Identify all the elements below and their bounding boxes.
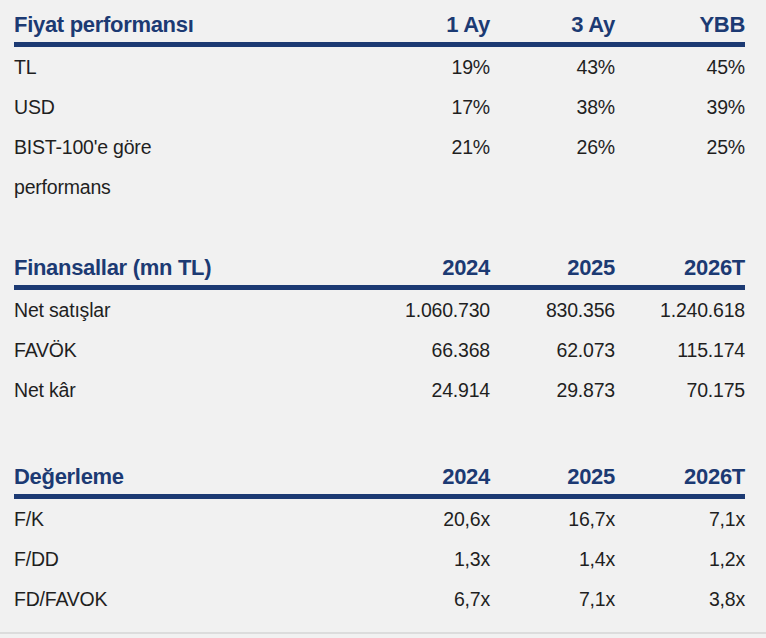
table-title: Değerleme bbox=[14, 462, 363, 492]
row-value: 45% bbox=[615, 47, 745, 87]
table-title: Fiyat performansı bbox=[14, 10, 363, 40]
row-value: 25% bbox=[615, 127, 745, 167]
row-value: 39% bbox=[615, 87, 745, 127]
row-label: F/DD bbox=[14, 539, 224, 579]
column-header-2024: 2024 bbox=[363, 253, 490, 283]
row-value: 26% bbox=[490, 127, 615, 167]
table-row: FD/FAVOK 6,7x 7,1x 3,8x bbox=[14, 579, 745, 619]
table-row: TL 19% 43% 45% bbox=[14, 47, 745, 87]
column-header-2025: 2025 bbox=[490, 253, 615, 283]
row-value: 38% bbox=[490, 87, 615, 127]
table-row: F/K 20,6x 16,7x 7,1x bbox=[14, 499, 745, 539]
row-value: 1.240.618 bbox=[615, 290, 745, 330]
financials-table: Finansallar (mn TL) 2024 2025 2026T Net … bbox=[14, 253, 745, 410]
row-label: Net kâr bbox=[14, 370, 224, 410]
row-label: Net satışlar bbox=[14, 290, 224, 330]
row-label: USD bbox=[14, 87, 224, 127]
row-value: 16,7x bbox=[490, 499, 615, 539]
row-value: 3,8x bbox=[615, 579, 745, 619]
table-row: Net kâr 24.914 29.873 70.175 bbox=[14, 370, 745, 410]
column-header-2024: 2024 bbox=[363, 462, 490, 492]
table-row: FAVÖK 66.368 62.073 115.174 bbox=[14, 330, 745, 370]
row-value: 24.914 bbox=[363, 370, 490, 410]
row-value: 66.368 bbox=[363, 330, 490, 370]
column-header-ybb: YBB bbox=[615, 10, 745, 40]
table-header-row: Fiyat performansı 1 Ay 3 Ay YBB bbox=[14, 10, 745, 47]
valuation-table: Değerleme 2024 2025 2026T F/K 20,6x 16,7… bbox=[14, 462, 745, 619]
report-table-panel: Fiyat performansı 1 Ay 3 Ay YBB TL 19% 4… bbox=[0, 0, 766, 638]
table-row: BIST-100'e göre performans 21% 26% 25% bbox=[14, 127, 745, 207]
column-header-3ay: 3 Ay bbox=[490, 10, 615, 40]
row-value: 62.073 bbox=[490, 330, 615, 370]
row-label: FD/FAVOK bbox=[14, 579, 224, 619]
row-label: FAVÖK bbox=[14, 330, 224, 370]
row-value: 1,3x bbox=[363, 539, 490, 579]
table-row: F/DD 1,3x 1,4x 1,2x bbox=[14, 539, 745, 579]
row-label: BIST-100'e göre performans bbox=[14, 127, 224, 207]
row-value: 70.175 bbox=[615, 370, 745, 410]
table-row: USD 17% 38% 39% bbox=[14, 87, 745, 127]
row-value: 7,1x bbox=[490, 579, 615, 619]
price-performance-table: Fiyat performansı 1 Ay 3 Ay YBB TL 19% 4… bbox=[14, 10, 745, 207]
row-value: 6,7x bbox=[363, 579, 490, 619]
row-value: 1.060.730 bbox=[363, 290, 490, 330]
table-header-row: Değerleme 2024 2025 2026T bbox=[14, 462, 745, 499]
row-value: 21% bbox=[363, 127, 490, 167]
row-label: F/K bbox=[14, 499, 224, 539]
row-value: 1,4x bbox=[490, 539, 615, 579]
column-header-2026t: 2026T bbox=[615, 462, 745, 492]
column-header-2025: 2025 bbox=[490, 462, 615, 492]
row-label: TL bbox=[14, 47, 224, 87]
column-header-2026t: 2026T bbox=[615, 253, 745, 283]
table-title: Finansallar (mn TL) bbox=[14, 253, 363, 283]
row-value: 830.356 bbox=[490, 290, 615, 330]
row-value: 43% bbox=[490, 47, 615, 87]
column-header-1ay: 1 Ay bbox=[363, 10, 490, 40]
row-value: 20,6x bbox=[363, 499, 490, 539]
row-value: 17% bbox=[363, 87, 490, 127]
row-value: 7,1x bbox=[615, 499, 745, 539]
row-value: 115.174 bbox=[615, 330, 745, 370]
row-value: 29.873 bbox=[490, 370, 615, 410]
bottom-divider bbox=[0, 632, 766, 634]
table-row: Net satışlar 1.060.730 830.356 1.240.618 bbox=[14, 290, 745, 330]
table-header-row: Finansallar (mn TL) 2024 2025 2026T bbox=[14, 253, 745, 290]
row-value: 19% bbox=[363, 47, 490, 87]
row-value: 1,2x bbox=[615, 539, 745, 579]
